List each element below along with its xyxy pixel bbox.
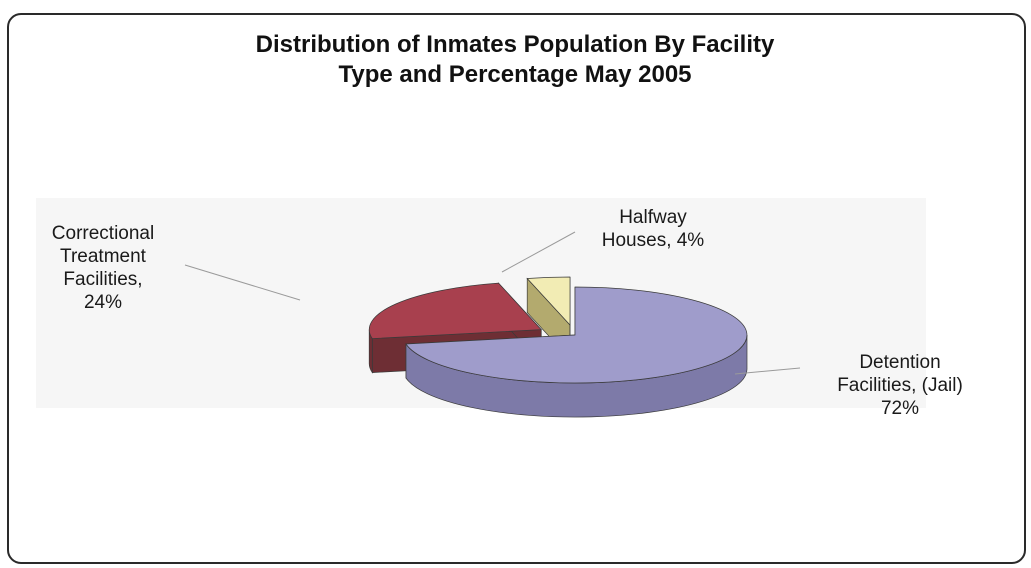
data-label-correctional-line-3: Facilities, (63, 269, 143, 290)
chart-title-line-1: Distribution of Inmates Population By Fa… (255, 31, 775, 58)
data-label-detention-line-2: Facilities, (Jail) (837, 375, 963, 396)
chart-title: Distribution of Inmates Population By Fa… (40, 30, 990, 90)
leader-line-correctional (184, 264, 301, 301)
data-label-correctional-line-2: Treatment (60, 246, 146, 267)
pie-slice-detention-facilities-jail-top (405, 286, 748, 384)
chart-title-line-2: Type and Percentage May 2005 (338, 61, 692, 88)
leader-line-detention (734, 367, 801, 375)
data-label-correctional-line-4: 24% (83, 292, 123, 313)
leader-line-halfway (501, 231, 576, 273)
data-label-detention-line-1: Detention (859, 352, 941, 373)
data-label-halfway-line-1: Halfway (619, 207, 687, 228)
pie-slice-detention-facilities-jail (405, 286, 748, 418)
pie-slice-halfway-houses-top (526, 276, 571, 326)
data-label-correctional-line-1: Correctional (51, 223, 155, 244)
data-label-halfway: Halfway Houses, 4% (578, 206, 728, 252)
data-label-correctional: Correctional Treatment Facilities, 24% (22, 222, 184, 314)
data-label-detention-line-3: 72% (880, 398, 920, 419)
data-label-detention: Detention Facilities, (Jail) 72% (800, 351, 1000, 420)
pie-slice-correctional-treatment-facilities-top (368, 282, 542, 339)
data-label-halfway-line-2: Houses, 4% (601, 230, 705, 251)
